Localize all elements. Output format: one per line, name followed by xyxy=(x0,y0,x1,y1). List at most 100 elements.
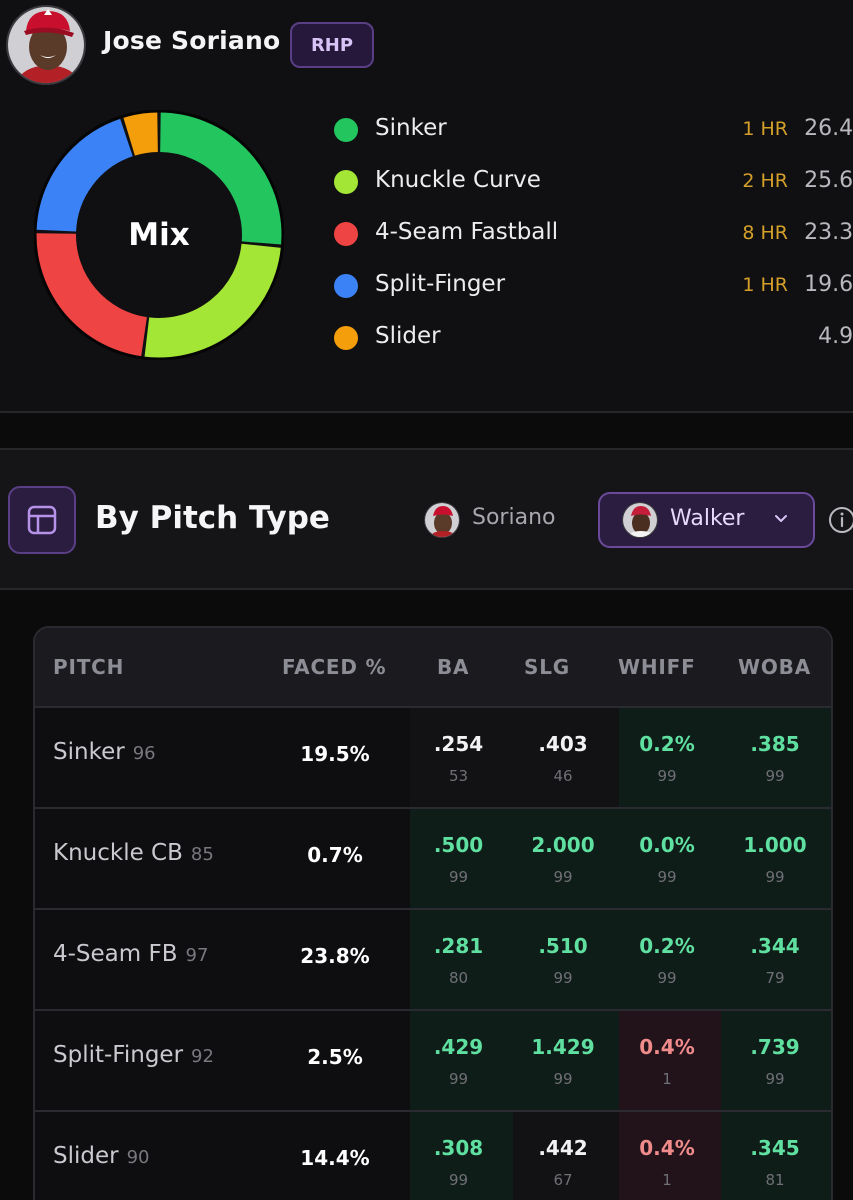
legend-hr-count: 1 HR xyxy=(742,274,788,296)
woba-cell-bg xyxy=(721,708,831,807)
pitch-name: 4-Seam FB xyxy=(53,941,178,967)
legend-hr-count: 1 HR xyxy=(742,118,788,140)
legend-item: 4-Seam Fastball 8 HR 23.3% xyxy=(334,215,853,251)
whiff-percentile: 1 xyxy=(662,1171,672,1189)
table-row[interactable]: Sinker 96 19.5% .254 53 .403 46 0.2% 99 .… xyxy=(35,708,831,809)
slg-cell-bg xyxy=(513,809,619,908)
ba-percentile: 99 xyxy=(448,1171,469,1189)
faced-pct-cell: 14.4% xyxy=(300,1146,370,1170)
row-base-bg xyxy=(35,1112,410,1200)
batter-select-dropdown[interactable]: Walker xyxy=(598,492,815,548)
legend-item: Knuckle Curve 2 HR 25.6% xyxy=(334,163,853,199)
pitch-name-cell: 4-Seam FB 97 xyxy=(53,941,208,967)
legend-item: Split-Finger 1 HR 19.6% xyxy=(334,267,853,303)
slg-percentile: 99 xyxy=(553,868,573,886)
slg-cell-bg xyxy=(513,910,619,1009)
slg-percentile: 99 xyxy=(553,969,573,987)
donut-outline xyxy=(34,110,284,360)
column-header-slg[interactable]: SLG xyxy=(524,655,570,679)
whiff-cell-bg xyxy=(619,708,721,807)
slg-value: .442 xyxy=(538,1136,588,1160)
whiff-percentile: 99 xyxy=(657,868,677,886)
pitcher-option-soriano[interactable]: Soriano xyxy=(472,505,556,530)
faced-pct-cell: 0.7% xyxy=(307,843,363,867)
soriano-avatar[interactable] xyxy=(424,502,460,538)
row-base-bg xyxy=(35,809,410,908)
whiff-value: 0.2% xyxy=(639,732,695,756)
legend-pitch-name: Slider xyxy=(375,323,441,349)
woba-value: 1.000 xyxy=(743,833,807,857)
section-title: By Pitch Type xyxy=(95,500,330,536)
ba-percentile: 99 xyxy=(448,868,469,886)
column-header-faced[interactable]: FACED % xyxy=(282,655,387,679)
woba-value: .739 xyxy=(750,1035,800,1059)
walker-avatar xyxy=(622,502,658,538)
pitch-name-cell: Split-Finger 92 xyxy=(53,1042,214,1068)
woba-cell-bg xyxy=(721,910,831,1009)
slg-value: .510 xyxy=(538,934,588,958)
ba-cell-bg xyxy=(410,708,513,807)
whiff-cell-bg xyxy=(619,1011,721,1110)
table-header-row: PITCH FACED % BA SLG WHIFF WOBA xyxy=(35,628,831,708)
donut-slice-knuckle-curve xyxy=(144,243,282,358)
donut-center-label: Mix xyxy=(128,217,190,253)
woba-cell-bg xyxy=(721,1011,831,1110)
table-row[interactable]: Slider 90 14.4% .308 99 .442 67 0.4% 1 .3… xyxy=(35,1112,831,1200)
info-icon[interactable] xyxy=(828,506,853,534)
legend-usage-pct: 26.4% xyxy=(804,116,853,141)
ba-cell-bg xyxy=(410,1112,513,1200)
woba-percentile: 99 xyxy=(765,868,785,886)
column-header-whiff[interactable]: WHIFF xyxy=(618,655,696,679)
faced-pct-cell: 19.5% xyxy=(300,742,370,766)
ba-cell-bg xyxy=(410,1011,513,1110)
whiff-value: 0.0% xyxy=(639,833,695,857)
column-header-pitch[interactable]: PITCH xyxy=(53,655,125,679)
legend-item: Sinker 1 HR 26.4% xyxy=(334,111,853,147)
slg-cell-bg xyxy=(513,1112,619,1200)
whiff-percentile: 99 xyxy=(657,767,677,785)
chevron-down-icon xyxy=(775,515,787,522)
woba-cell-bg xyxy=(721,1112,831,1200)
table-row[interactable]: 4-Seam FB 97 23.8% .281 80 .510 99 0.2% 9… xyxy=(35,910,831,1011)
legend-pitch-name: 4-Seam Fastball xyxy=(375,219,559,245)
column-header-ba[interactable]: BA xyxy=(437,655,470,679)
legend-usage-pct: 19.6% xyxy=(804,272,853,297)
whiff-value: 0.4% xyxy=(639,1136,695,1160)
woba-percentile: 99 xyxy=(765,1070,785,1088)
legend-hr-count: 8 HR xyxy=(742,222,788,244)
ba-value: .429 xyxy=(433,1035,484,1059)
legend-pitch-name: Knuckle Curve xyxy=(375,167,541,193)
whiff-cell-bg xyxy=(619,1112,721,1200)
slg-percentile: 67 xyxy=(553,1171,573,1189)
ba-percentile: 53 xyxy=(448,767,469,785)
ba-value: .254 xyxy=(433,732,484,756)
table-row[interactable]: Knuckle CB 85 0.7% .500 99 2.000 99 0.0% … xyxy=(35,809,831,910)
slg-percentile: 46 xyxy=(553,767,573,785)
pitch-velocity: 92 xyxy=(191,1046,214,1067)
whiff-value: 0.4% xyxy=(639,1035,695,1059)
legend-usage-pct: 4.9% xyxy=(818,324,853,349)
woba-value: .385 xyxy=(750,732,800,756)
ba-cell-bg xyxy=(410,809,513,908)
whiff-percentile: 99 xyxy=(657,969,677,987)
faced-pct-cell: 23.8% xyxy=(300,944,370,968)
slg-value: 2.000 xyxy=(531,833,595,857)
table-view-button[interactable] xyxy=(8,486,76,554)
player-avatar xyxy=(6,5,86,85)
donut-slice-4-seam-fastball xyxy=(36,233,148,357)
slg-value: 1.429 xyxy=(531,1035,595,1059)
faced-pct-cell: 2.5% xyxy=(307,1045,363,1069)
woba-percentile: 99 xyxy=(765,767,785,785)
donut-slice-slider xyxy=(123,112,159,156)
column-header-woba[interactable]: WOBA xyxy=(738,655,811,679)
slg-percentile: 99 xyxy=(553,1070,573,1088)
whiff-percentile: 1 xyxy=(662,1070,672,1088)
pitch-mix-donut-chart xyxy=(34,110,284,360)
woba-percentile: 79 xyxy=(765,969,785,987)
pitch-name: Split-Finger xyxy=(53,1042,184,1068)
pitch-velocity: 97 xyxy=(185,945,209,966)
table-row[interactable]: Split-Finger 92 2.5% .429 99 1.429 99 0.4… xyxy=(35,1011,831,1112)
ba-cell-bg xyxy=(410,910,513,1009)
row-base-bg xyxy=(35,1011,410,1110)
pitch-velocity: 90 xyxy=(126,1147,150,1168)
